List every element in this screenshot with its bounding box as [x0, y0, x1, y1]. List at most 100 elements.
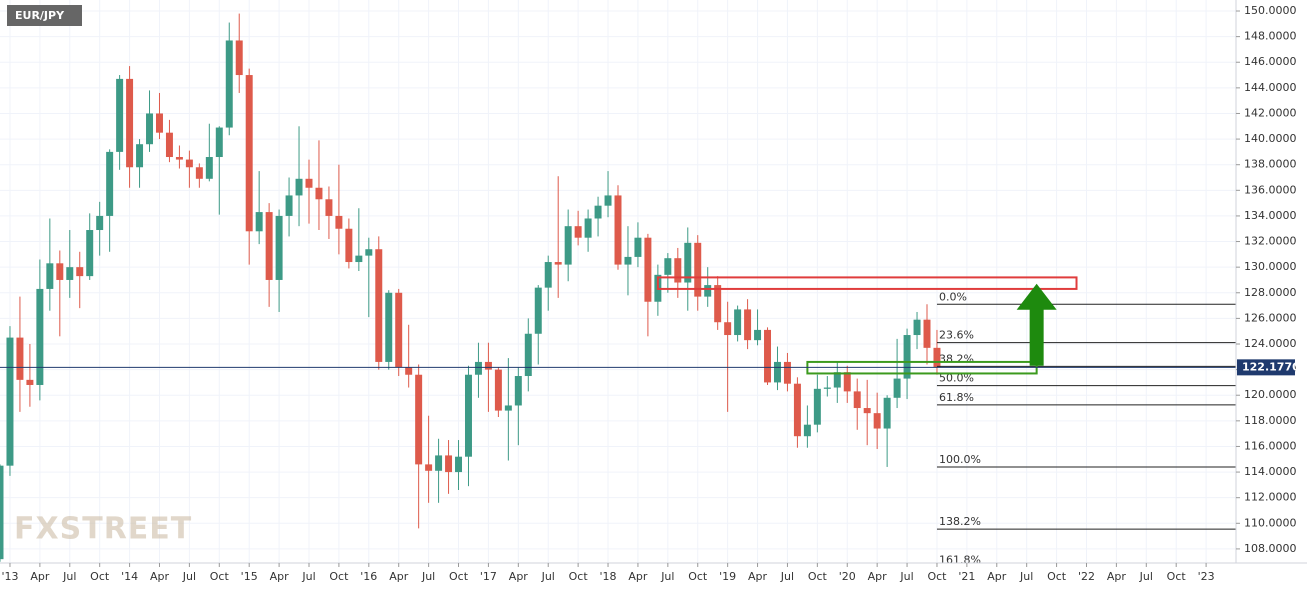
candle-body — [235, 40, 243, 76]
fib-label: 161.8% — [939, 553, 981, 566]
y-tick-label: 144.0000 — [1244, 81, 1297, 94]
candle-body — [86, 230, 94, 277]
x-tick-label: Apr — [509, 570, 529, 583]
x-tick-label: '15 — [241, 570, 258, 583]
candle-body — [345, 228, 353, 263]
candle-body — [66, 267, 74, 280]
candle-body — [455, 456, 463, 473]
x-tick-label: Jul — [62, 570, 76, 583]
candle-body — [524, 333, 532, 377]
x-tick-label: '20 — [839, 570, 856, 583]
candle-body — [0, 465, 4, 560]
y-tick-label: 118.0000 — [1244, 414, 1297, 427]
x-tick-label: '19 — [719, 570, 736, 583]
candle-body — [634, 237, 642, 257]
candle-body — [833, 372, 841, 388]
x-tick-label: Apr — [868, 570, 888, 583]
fib-label: 61.8% — [939, 391, 974, 404]
candle-body — [823, 387, 831, 389]
candle-body — [6, 337, 14, 466]
y-tick-label: 128.0000 — [1244, 286, 1297, 299]
y-tick-label: 148.0000 — [1244, 30, 1297, 43]
y-tick-label: 142.0000 — [1244, 106, 1297, 119]
candle-body — [335, 215, 343, 229]
x-tick-label: '14 — [121, 570, 138, 583]
x-tick-label: Apr — [30, 570, 50, 583]
candle-body — [315, 187, 323, 200]
candle-body — [783, 361, 791, 384]
x-tick-label: Jul — [1019, 570, 1033, 583]
candle-body — [385, 292, 393, 362]
x-tick-label: '22 — [1078, 570, 1095, 583]
candle-body — [245, 75, 253, 232]
candle-body — [734, 309, 742, 336]
y-tick-label: 126.0000 — [1244, 311, 1297, 324]
fib-label: 50.0% — [939, 372, 974, 385]
candle-body — [903, 335, 911, 379]
x-tick-label: Apr — [150, 570, 170, 583]
candle-body — [474, 361, 482, 375]
candle-body — [146, 113, 154, 145]
candle-body — [684, 242, 692, 283]
candle-body — [913, 319, 921, 336]
x-tick-label: Apr — [748, 570, 768, 583]
x-tick-label: Jul — [421, 570, 435, 583]
fib-label: 138.2% — [939, 515, 981, 528]
y-tick-label: 120.0000 — [1244, 388, 1297, 401]
candle-body — [46, 263, 54, 289]
x-tick-label: Apr — [389, 570, 409, 583]
candle-body — [325, 199, 333, 216]
candle-body — [494, 369, 502, 411]
candle-body — [425, 464, 433, 471]
x-tick-label: Jul — [301, 570, 315, 583]
candle-body — [534, 287, 542, 334]
x-tick-label: Jul — [780, 570, 794, 583]
candle-body — [215, 127, 223, 158]
y-tick-label: 124.0000 — [1244, 337, 1297, 350]
candle-body — [923, 319, 931, 348]
candle-body — [36, 288, 44, 385]
candle-body — [773, 361, 781, 383]
candle-body — [863, 408, 871, 414]
candle-body — [584, 218, 592, 238]
x-tick-label: Oct — [688, 570, 708, 583]
x-tick-label: Oct — [1047, 570, 1067, 583]
y-tick-label: 138.0000 — [1244, 158, 1297, 171]
candle-body — [933, 347, 941, 368]
candle-body — [813, 388, 821, 425]
plot-area: 0.0% 23.6% 38.2% 50.0% 61.8% 100.0% 138.2% 161.… — [0, 13, 1236, 566]
symbol-box — [7, 5, 82, 26]
y-tick-label: 112.0000 — [1244, 491, 1297, 504]
x-tick-label: Jul — [899, 570, 913, 583]
candle-body — [873, 413, 881, 429]
candle-body — [355, 255, 363, 263]
x-tick-label: Oct — [1167, 570, 1187, 583]
candle-body — [275, 215, 283, 280]
y-tick-label: 114.0000 — [1244, 465, 1297, 478]
x-tick-label: '21 — [958, 570, 975, 583]
fib-label: 100.0% — [939, 453, 981, 466]
candle-body — [375, 249, 383, 362]
candle-body — [614, 195, 622, 265]
x-tick-label: Jul — [541, 570, 555, 583]
candle-body — [544, 262, 552, 288]
candle-body — [764, 329, 772, 383]
candle-body — [405, 367, 413, 375]
candle-body — [803, 424, 811, 437]
candle-body — [464, 374, 472, 457]
candle-body — [185, 159, 193, 168]
x-tick-label: '16 — [360, 570, 377, 583]
x-tick-label: Oct — [90, 570, 110, 583]
y-tick-label: 108.0000 — [1244, 542, 1297, 555]
candle-body — [644, 237, 652, 302]
y-tick-label: 130.0000 — [1244, 260, 1297, 273]
candle-body — [853, 391, 861, 409]
candle-body — [624, 256, 632, 265]
candle-body — [295, 178, 303, 196]
y-tick-label: 136.0000 — [1244, 183, 1297, 196]
candle-body — [574, 226, 582, 238]
x-tick-label: Apr — [628, 570, 648, 583]
arrow — [1016, 283, 1057, 366]
candle-body — [175, 157, 183, 160]
